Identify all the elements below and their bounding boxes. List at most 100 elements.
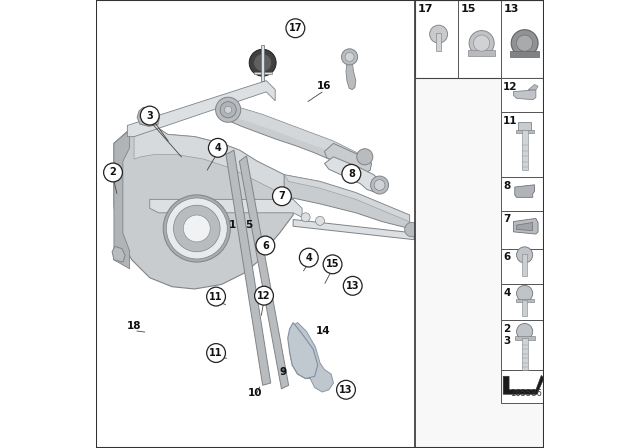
Text: 17: 17 [289, 23, 302, 33]
Circle shape [429, 25, 447, 43]
Polygon shape [288, 323, 317, 379]
Circle shape [207, 287, 225, 306]
Text: 13: 13 [503, 4, 518, 14]
Circle shape [374, 180, 385, 190]
Bar [516, 299, 534, 302]
Bar [501, 249, 544, 284]
Text: 16: 16 [317, 81, 332, 91]
Bar [522, 338, 528, 370]
Polygon shape [112, 246, 125, 262]
Text: 10: 10 [248, 388, 262, 398]
Polygon shape [503, 375, 544, 394]
Text: 15: 15 [460, 4, 476, 14]
Circle shape [511, 30, 538, 56]
Text: 1: 1 [229, 220, 236, 230]
Circle shape [255, 286, 273, 305]
Text: 12: 12 [503, 82, 518, 92]
Polygon shape [114, 125, 293, 289]
Bar [501, 177, 544, 211]
Polygon shape [346, 63, 356, 90]
Polygon shape [216, 101, 371, 174]
Polygon shape [515, 185, 534, 197]
Circle shape [516, 247, 532, 263]
Circle shape [220, 102, 236, 118]
Circle shape [516, 285, 532, 302]
Polygon shape [127, 81, 275, 137]
Text: 2: 2 [109, 168, 116, 177]
Text: 2
3: 2 3 [503, 324, 511, 345]
Polygon shape [513, 90, 536, 99]
Circle shape [225, 106, 232, 113]
Bar [522, 254, 527, 276]
Polygon shape [114, 130, 129, 269]
Circle shape [343, 276, 362, 295]
Circle shape [140, 106, 159, 125]
Text: 18: 18 [127, 321, 141, 331]
Circle shape [323, 255, 342, 274]
Circle shape [173, 205, 220, 252]
Text: 15: 15 [326, 259, 339, 269]
Polygon shape [516, 223, 532, 230]
Text: 5: 5 [246, 220, 253, 230]
Text: 3: 3 [147, 111, 153, 121]
Bar [516, 130, 534, 133]
Bar [501, 320, 544, 370]
Bar [515, 336, 534, 340]
Polygon shape [513, 218, 538, 234]
Polygon shape [239, 156, 289, 389]
Bar [522, 300, 527, 316]
Circle shape [301, 213, 310, 222]
Text: 13: 13 [346, 281, 360, 291]
Bar [501, 370, 544, 403]
Bar [522, 130, 528, 171]
Circle shape [166, 198, 227, 259]
Text: 6: 6 [503, 252, 511, 262]
Circle shape [356, 149, 373, 165]
Circle shape [273, 187, 291, 206]
Circle shape [345, 52, 354, 61]
Bar [510, 51, 540, 56]
Circle shape [256, 236, 275, 255]
Circle shape [183, 215, 210, 242]
Text: 8: 8 [503, 181, 511, 190]
Text: 8: 8 [348, 169, 355, 179]
Text: 13: 13 [339, 385, 353, 395]
Text: 9: 9 [280, 367, 287, 377]
Circle shape [371, 176, 388, 194]
Polygon shape [253, 72, 271, 74]
Circle shape [216, 97, 241, 122]
Polygon shape [324, 157, 380, 192]
Circle shape [104, 163, 122, 182]
Circle shape [207, 344, 225, 362]
Polygon shape [289, 323, 333, 392]
Circle shape [469, 30, 494, 56]
Polygon shape [284, 175, 410, 222]
Bar [415, 0, 544, 448]
Polygon shape [226, 150, 271, 385]
Circle shape [286, 19, 305, 38]
Bar [261, 45, 264, 81]
Text: 7: 7 [278, 191, 285, 201]
Polygon shape [324, 143, 371, 174]
Text: 11: 11 [503, 116, 518, 125]
Text: 17: 17 [417, 4, 433, 14]
Circle shape [209, 138, 227, 157]
Text: 6: 6 [262, 241, 269, 250]
Circle shape [316, 216, 324, 225]
Bar [501, 112, 544, 177]
Bar [518, 122, 531, 131]
Polygon shape [293, 220, 414, 240]
Circle shape [516, 35, 532, 51]
Text: 4: 4 [503, 288, 511, 298]
Circle shape [337, 380, 355, 399]
Text: 11: 11 [209, 292, 223, 302]
Text: 7: 7 [503, 214, 511, 224]
Circle shape [300, 248, 318, 267]
Text: 14: 14 [316, 326, 331, 336]
Text: 4: 4 [214, 143, 221, 153]
Circle shape [516, 323, 532, 340]
Polygon shape [284, 175, 410, 228]
Circle shape [253, 54, 271, 72]
Circle shape [474, 35, 490, 51]
Circle shape [163, 195, 230, 262]
